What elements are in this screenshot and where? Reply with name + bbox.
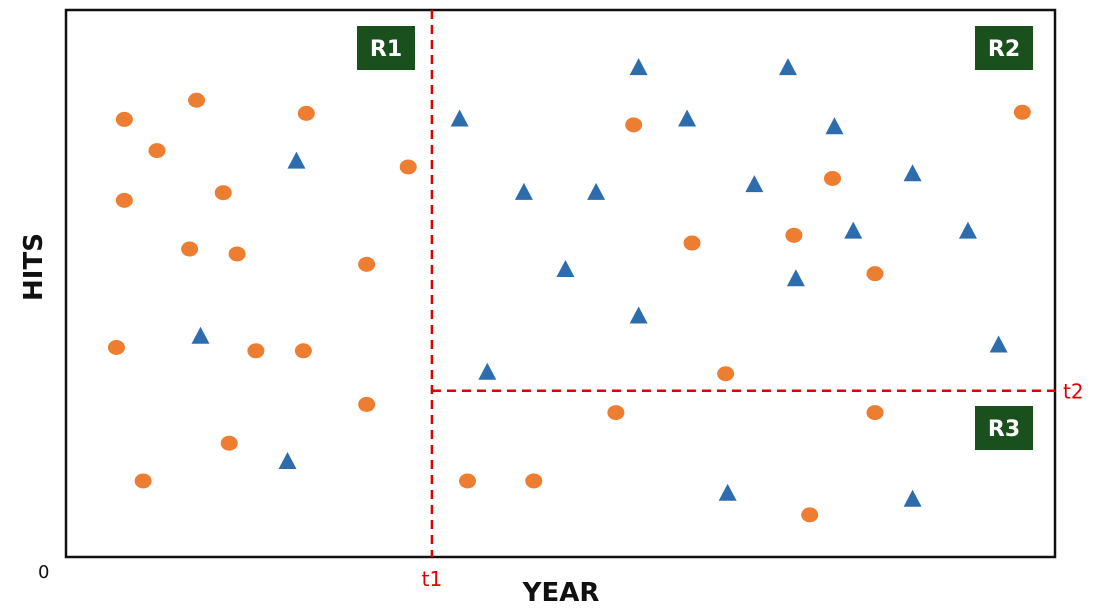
circle-point — [717, 366, 735, 382]
split-lines: t1 t2 — [422, 10, 1084, 591]
x-axis-label: YEAR — [522, 578, 600, 608]
triangle-point — [786, 269, 805, 287]
split-label-t1: t1 — [422, 567, 443, 591]
circle-point — [115, 192, 133, 208]
circle-point — [134, 473, 152, 489]
circle-point — [358, 396, 376, 412]
triangle-point — [958, 221, 977, 239]
triangle-point — [287, 151, 306, 169]
region-label-R1: R1 — [370, 37, 402, 62]
triangle-point — [629, 58, 648, 76]
circle-point — [228, 246, 246, 262]
circle-point — [214, 185, 232, 201]
circle-point — [1013, 104, 1031, 120]
circle-point — [459, 473, 477, 489]
region-box-bg — [357, 26, 415, 70]
triangle-point — [556, 259, 575, 277]
circle-point — [607, 405, 625, 421]
triangle-point — [844, 221, 863, 239]
circle-point — [525, 473, 543, 489]
triangle-point — [718, 483, 737, 501]
triangle-point — [278, 451, 297, 469]
circle-point — [625, 117, 643, 133]
region-box-R2: R2 — [975, 26, 1033, 70]
circle-point — [107, 339, 125, 355]
triangle-point — [678, 109, 697, 127]
circle-point — [358, 256, 376, 272]
data-points — [107, 58, 1031, 523]
triangle-point — [989, 335, 1008, 353]
circle-point — [785, 227, 803, 243]
origin-label: 0 — [38, 562, 49, 583]
triangle-point — [903, 164, 922, 182]
circle-point — [866, 266, 884, 282]
triangle-point — [587, 182, 606, 200]
circle-point — [247, 343, 265, 359]
triangle-point — [745, 175, 764, 193]
circle-point — [823, 170, 841, 186]
circle-point — [220, 435, 238, 451]
triangle-point — [778, 58, 797, 76]
region-box-R1: R1 — [357, 26, 415, 70]
triangle-point — [825, 117, 844, 135]
circle-point — [181, 241, 199, 257]
circle-point — [683, 235, 701, 251]
circle-point — [294, 343, 312, 359]
triangle-point — [478, 362, 497, 380]
split-label-t2: t2 — [1063, 380, 1084, 404]
circle-point — [801, 507, 819, 523]
region-labels: R1 R2 R3 — [357, 26, 1033, 450]
circle-point — [188, 92, 206, 108]
circle-point — [297, 105, 315, 121]
y-axis-label: HITS — [19, 233, 49, 301]
triangle-point — [450, 109, 469, 127]
triangle-point — [629, 306, 648, 324]
triangle-point — [191, 326, 210, 344]
triangle-point — [903, 489, 922, 507]
region-box-bg — [975, 26, 1033, 70]
region-label-R2: R2 — [988, 37, 1020, 62]
circle-point — [866, 405, 884, 421]
region-box-bg — [975, 406, 1033, 450]
circle-point — [148, 143, 166, 159]
region-label-R3: R3 — [988, 417, 1020, 442]
region-box-R3: R3 — [975, 406, 1033, 450]
plot-frame — [64, 8, 1057, 559]
circle-point — [399, 159, 417, 175]
triangle-point — [514, 182, 533, 200]
circle-point — [115, 111, 133, 127]
